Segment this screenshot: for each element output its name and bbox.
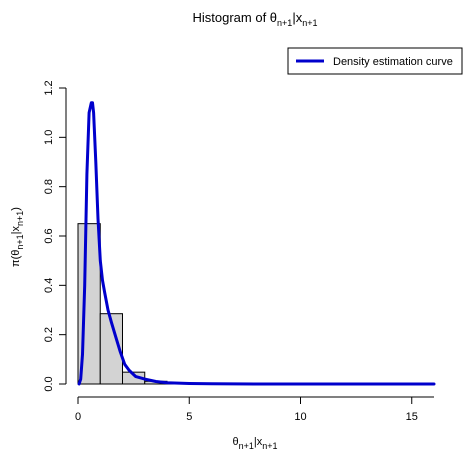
y-tick-label: 0.8 [43, 179, 55, 194]
x-tick-label: 10 [294, 411, 306, 423]
legend-label: Density estimation curve [333, 56, 453, 68]
legend: Density estimation curve [287, 47, 463, 75]
y-tick-label: 0.6 [43, 228, 55, 243]
x-tick-label: 0 [75, 411, 81, 423]
histogram-bars [77, 223, 212, 385]
y-axis-label: π(θn+1|xn+1) [10, 207, 25, 267]
y-tick-label: 1.0 [43, 130, 55, 145]
x-tick-label: 5 [186, 411, 192, 423]
y-tick-label: 0.2 [43, 327, 55, 342]
x-axis-label: θn+1|xn+1 [232, 436, 277, 451]
density-curve [77, 101, 436, 386]
y-tick-label: 0.0 [43, 376, 55, 391]
chart-title: Histogram of θn+1|xn+1 [193, 10, 318, 28]
y-tick-label: 0.4 [43, 278, 55, 293]
x-tick-label: 15 [406, 411, 418, 423]
histogram-bar-1 [99, 313, 123, 385]
y-tick-label: 1.2 [43, 80, 55, 95]
x-axis: 0 5 10 15 [75, 396, 434, 423]
y-axis: 0.0 0.2 0.4 0.6 0.8 1.0 1.2 [43, 80, 67, 392]
